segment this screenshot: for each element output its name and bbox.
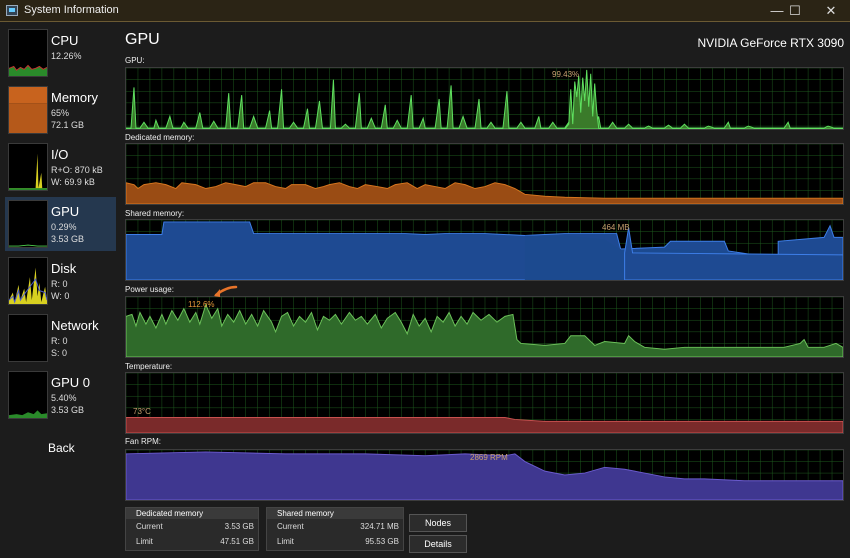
- close-button[interactable]: ✕: [825, 3, 837, 18]
- sidebar-item-disk[interactable]: Disk R: 0 W: 0: [5, 254, 116, 308]
- sidebar-item-value: S: 0: [51, 348, 68, 358]
- memory-thumbnail-graph: [8, 86, 48, 134]
- dedicated-limit-value: 47.51 GB: [220, 537, 254, 546]
- page-title: GPU: [125, 31, 160, 48]
- sidebar-item-io[interactable]: I/O R+O: 870 kB W: 69.9 kB: [5, 140, 116, 194]
- dedicated-memory-stats: Dedicated memory Current 3.53 GB Limit 4…: [125, 507, 259, 551]
- graph-label-fan-rpm: Fan RPM:: [125, 437, 162, 446]
- nodes-button[interactable]: Nodes: [409, 514, 467, 532]
- gpu-0-thumbnail-graph: [8, 371, 48, 419]
- shared-memory-graph: [125, 219, 844, 281]
- maximize-button[interactable]: ☐: [789, 3, 801, 18]
- sidebar: CPU 12.26% Memory 65% 72.1 GB I/O R+O: 8…: [0, 23, 118, 558]
- gpu-peak-annotation: 99.43%: [552, 70, 580, 79]
- network-thumbnail-graph: [8, 314, 48, 362]
- gpu-usage-graph: [125, 67, 844, 130]
- fan-rpm-graph: [125, 449, 844, 501]
- graph-label-power-usage: Power usage:: [125, 285, 174, 294]
- dedicated-memory-graph: [125, 143, 844, 205]
- sidebar-item-value: 65%: [51, 108, 70, 118]
- temperature-graph: [125, 372, 844, 434]
- arrow-pointer-icon: [214, 285, 238, 297]
- sidebar-item-label: GPU 0: [51, 375, 91, 390]
- main-panel: GPU NVIDIA GeForce RTX 3090 GPU: 99.43% …: [118, 23, 850, 558]
- sidebar-item-label: CPU: [51, 33, 79, 48]
- dedicated-current-row: Current 3.53 GB: [126, 519, 258, 534]
- shared-limit-value: 95.53 GB: [365, 537, 399, 546]
- sidebar-item-value: 3.53 GB: [51, 234, 85, 244]
- limit-label: Limit: [277, 537, 294, 546]
- details-button[interactable]: Details: [409, 535, 467, 553]
- graph-label-dedicated-memory: Dedicated memory:: [125, 133, 195, 142]
- sidebar-item-gpu[interactable]: GPU 0.29% 3.53 GB: [5, 197, 116, 251]
- dedicated-limit-row: Limit 47.51 GB: [126, 534, 258, 549]
- sidebar-item-label: Disk: [51, 261, 77, 276]
- shared-current-value: 324.71 MB: [360, 522, 399, 531]
- graph-label-gpu: GPU:: [125, 56, 145, 65]
- shared-memory-annotation: 464 MB: [602, 223, 630, 232]
- sidebar-item-label: GPU: [51, 204, 80, 219]
- graph-label-shared-memory: Shared memory:: [125, 209, 185, 218]
- gpu-device-name: NVIDIA GeForce RTX 3090: [697, 36, 844, 50]
- power-peak-annotation: 112.6%: [188, 300, 215, 309]
- sidebar-item-memory[interactable]: Memory 65% 72.1 GB: [5, 83, 116, 137]
- sidebar-item-value: W: 0: [51, 291, 70, 301]
- sidebar-item-value: 5.40%: [51, 393, 77, 403]
- power-usage-graph: [125, 296, 844, 358]
- shared-memory-header: Shared memory: [267, 508, 403, 519]
- sidebar-item-value: 3.53 GB: [51, 405, 85, 415]
- sidebar-item-value: 0.29%: [51, 222, 77, 232]
- sidebar-item-value: 12.26%: [51, 51, 82, 61]
- limit-label: Limit: [136, 537, 153, 546]
- shared-limit-row: Limit 95.53 GB: [267, 534, 403, 549]
- current-label: Current: [277, 522, 304, 531]
- shared-memory-stats: Shared memory Current 324.71 MB Limit 95…: [266, 507, 404, 551]
- dedicated-current-value: 3.53 GB: [224, 522, 254, 531]
- sidebar-item-value: W: 69.9 kB: [51, 177, 95, 187]
- sidebar-item-gpu-0[interactable]: GPU 0 5.40% 3.53 GB: [5, 368, 116, 422]
- sidebar-item-label: Memory: [51, 90, 98, 105]
- sidebar-item-value: R: 0: [51, 336, 68, 346]
- sidebar-item-cpu[interactable]: CPU 12.26%: [5, 26, 116, 80]
- minimize-button[interactable]: —: [770, 3, 784, 18]
- dedicated-memory-header: Dedicated memory: [126, 508, 258, 519]
- gpu-thumbnail-graph: [8, 200, 48, 248]
- window-title: System Information: [24, 4, 119, 16]
- back-button[interactable]: Back: [48, 441, 75, 455]
- sidebar-item-value: R+O: 870 kB: [51, 165, 103, 175]
- io-thumbnail-graph: [8, 143, 48, 191]
- sidebar-item-label: I/O: [51, 147, 69, 162]
- fan-rpm-annotation: 2869 RPM: [470, 453, 508, 462]
- sidebar-item-value: 72.1 GB: [51, 120, 85, 130]
- system-info-app-icon: [6, 5, 18, 16]
- dedicated-memory-svg: [126, 144, 843, 204]
- gpu-usage-svg: [126, 68, 843, 129]
- sidebar-item-label: Network: [51, 318, 99, 333]
- fan-rpm-svg: [126, 450, 843, 500]
- power-usage-svg: [126, 297, 843, 357]
- sidebar-item-value: R: 0: [51, 279, 68, 289]
- shared-memory-svg: [126, 220, 843, 280]
- shared-current-row: Current 324.71 MB: [267, 519, 403, 534]
- title-bar: System Information — ☐ ✕: [0, 0, 850, 22]
- cpu-thumbnail-graph: [8, 29, 48, 77]
- temperature-svg: [126, 373, 843, 433]
- graph-label-temperature: Temperature:: [125, 362, 173, 371]
- current-label: Current: [136, 522, 163, 531]
- temperature-annotation: 73°C: [133, 407, 151, 416]
- disk-thumbnail-graph: [8, 257, 48, 305]
- sidebar-item-network[interactable]: Network R: 0 S: 0: [5, 311, 116, 365]
